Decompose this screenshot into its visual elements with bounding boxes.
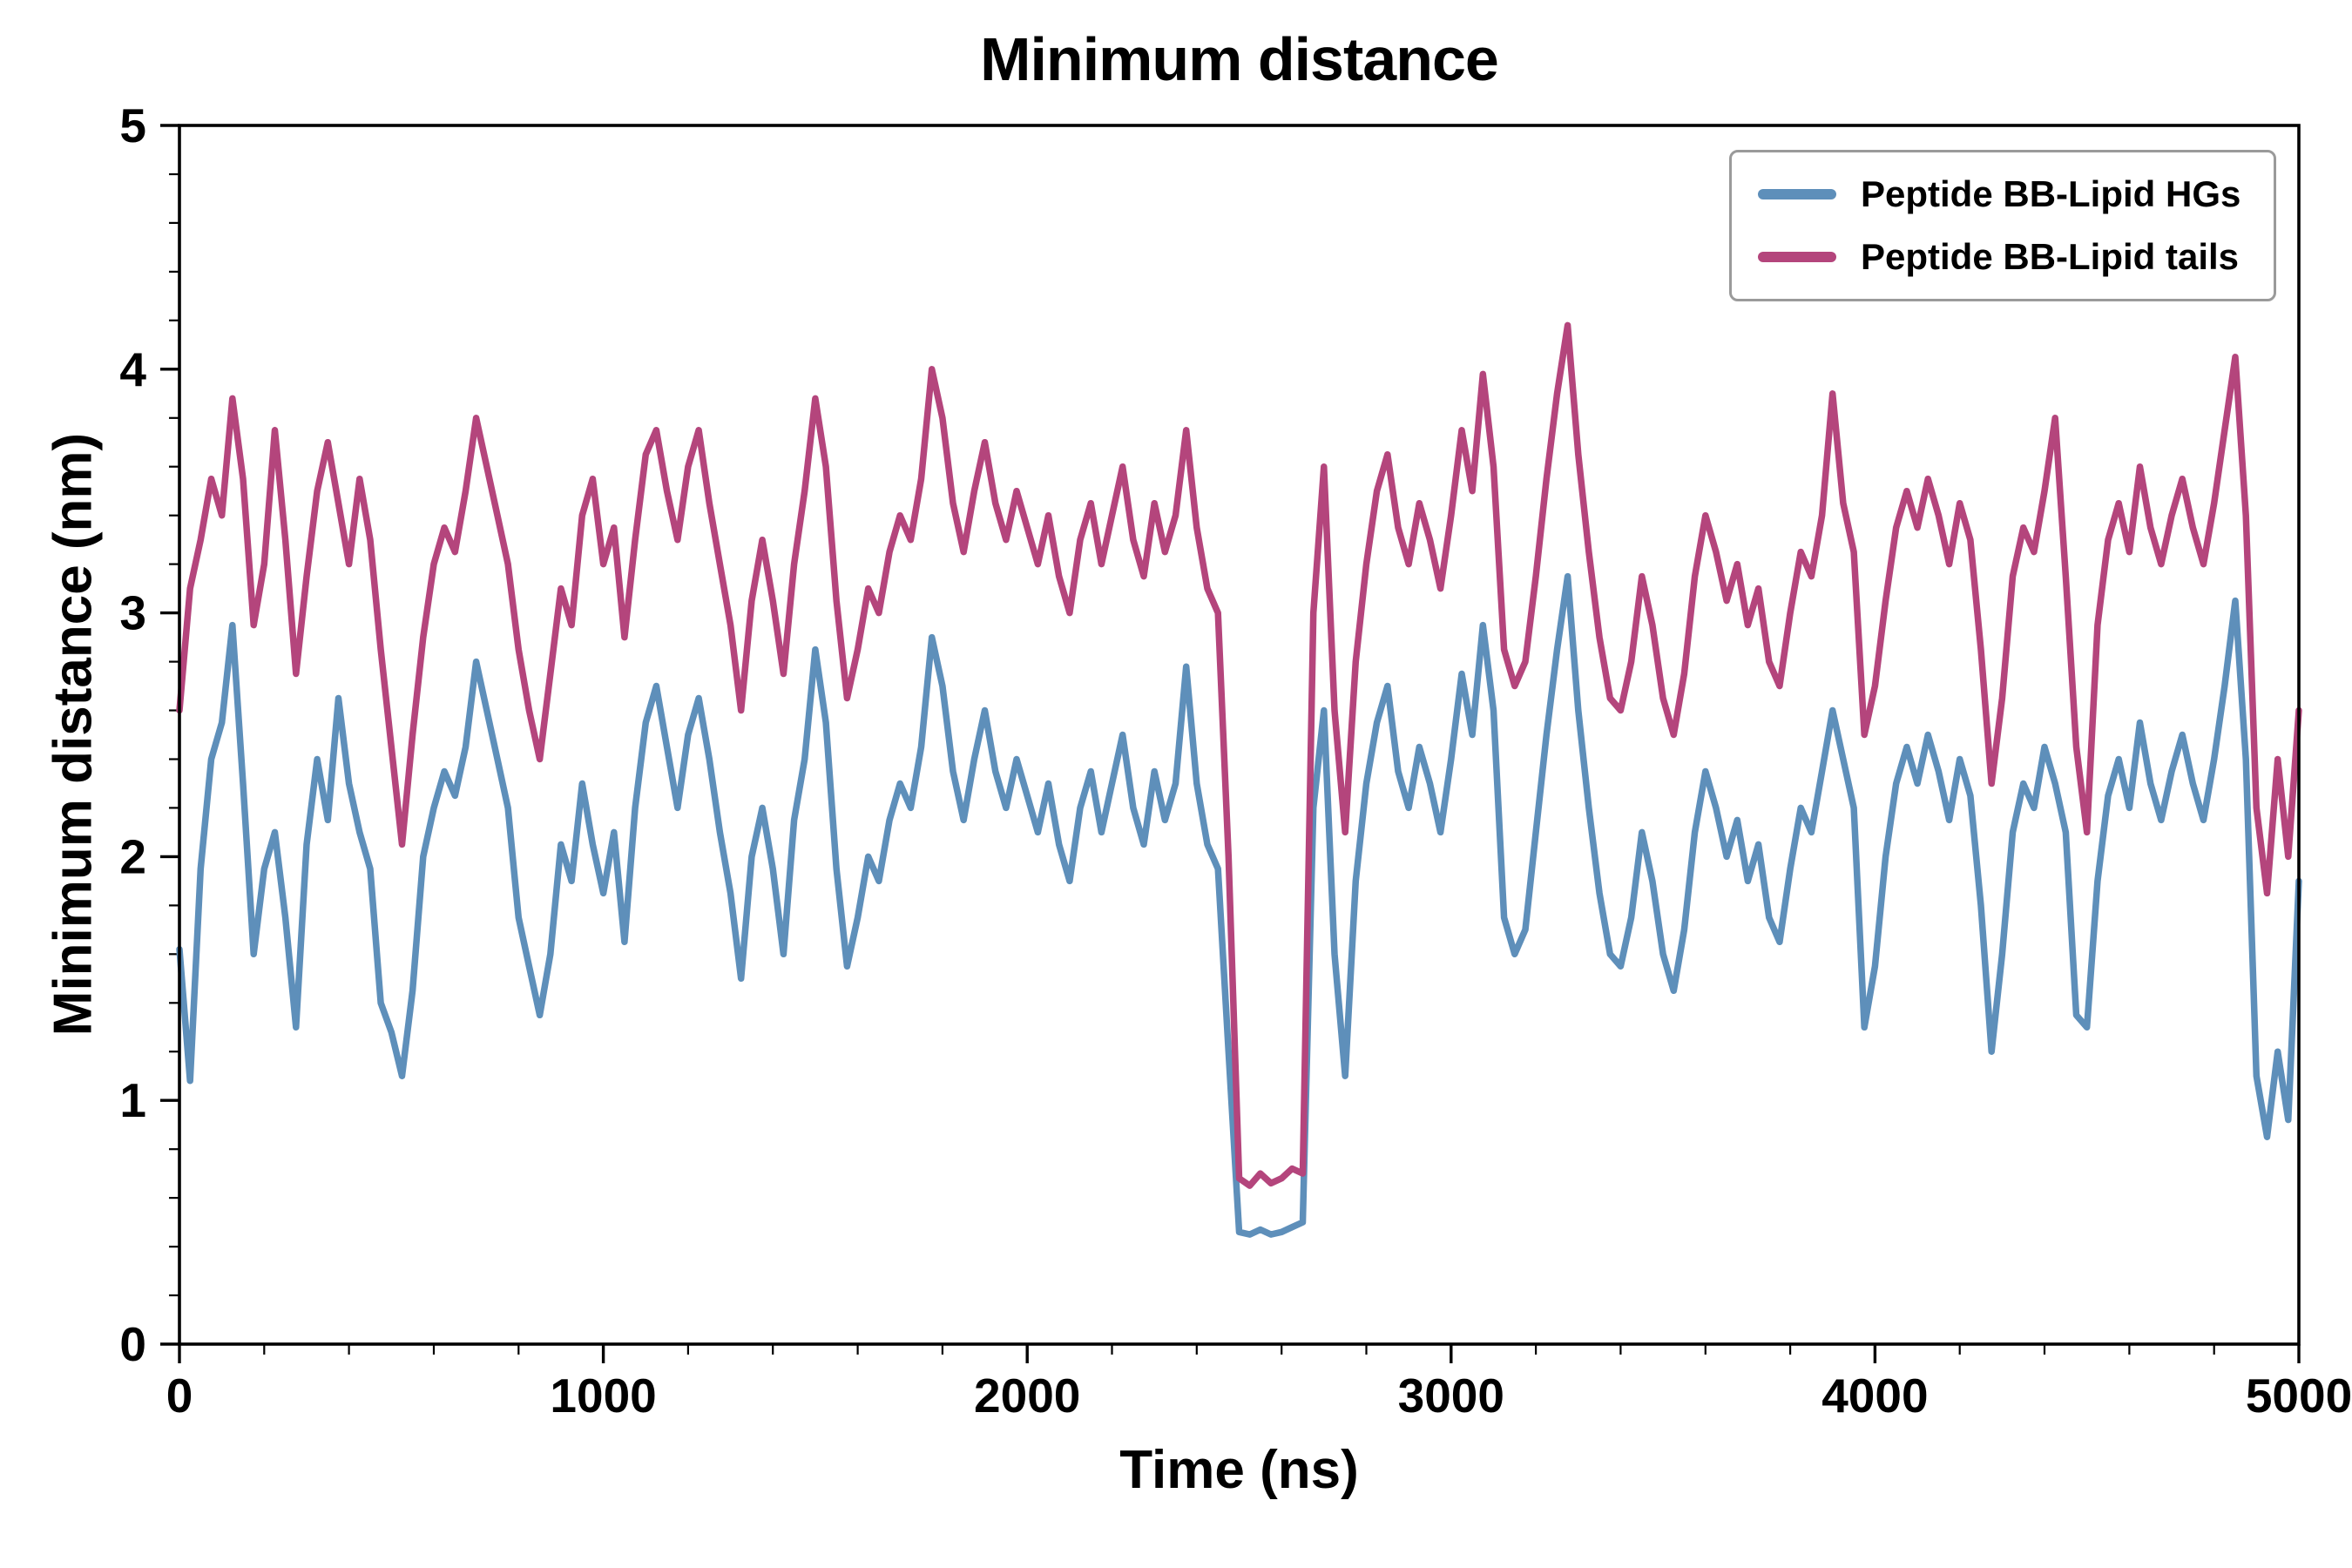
legend-item-peptide-bb-lipid-hgs: Peptide BB-Lipid HGs xyxy=(1758,173,2247,215)
legend-label-tails: Peptide BB-Lipid tails xyxy=(1861,236,2240,277)
legend-swatch-tails xyxy=(1758,252,1836,262)
y-tick-label: 4 xyxy=(119,342,146,396)
legend-item-peptide-bb-lipid-tails: Peptide BB-Lipid tails xyxy=(1758,236,2247,278)
series-line-peptide-bb-lipid-hgs xyxy=(176,572,2302,1238)
x-tick-label: 5000 xyxy=(2246,1369,2352,1423)
y-tick-label: 1 xyxy=(119,1073,146,1127)
series-line-peptide-bb-lipid-tails xyxy=(176,321,2302,1189)
y-tick-label: 2 xyxy=(119,829,146,883)
x-tick-label: 0 xyxy=(166,1369,193,1423)
x-tick-label: 4000 xyxy=(1821,1369,1928,1423)
y-axis-label: Minimum distance (nm) xyxy=(43,432,104,1037)
y-tick-label: 5 xyxy=(119,98,146,152)
x-tick-label: 3000 xyxy=(1398,1369,1504,1423)
legend: Peptide BB-Lipid HGs Peptide BB-Lipid ta… xyxy=(1729,150,2276,301)
x-axis-label: Time (ns) xyxy=(1119,1440,1359,1500)
y-tick-label: 3 xyxy=(119,586,146,640)
plot-spines xyxy=(178,124,2301,1346)
x-tick-label: 2000 xyxy=(974,1369,1080,1423)
legend-label-hgs: Peptide BB-Lipid HGs xyxy=(1861,173,2241,214)
legend-swatch-hgs xyxy=(1758,189,1836,199)
y-tick-label: 0 xyxy=(119,1317,146,1371)
x-tick-label: 1000 xyxy=(550,1369,656,1423)
chart-title: Minimum distance xyxy=(980,25,1499,93)
